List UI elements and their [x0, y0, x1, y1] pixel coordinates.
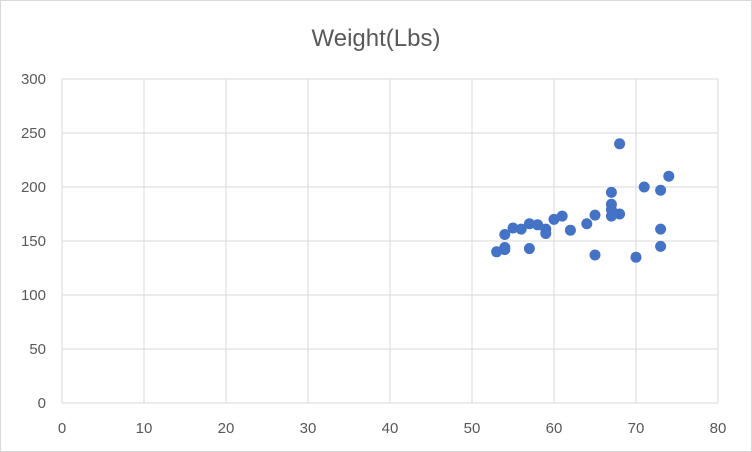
data-point-0-5 — [515, 223, 527, 235]
data-point-0-28 — [663, 170, 675, 182]
data-point-0-16 — [589, 249, 601, 261]
data-point-0-13 — [564, 224, 576, 236]
data-point-0-15 — [589, 209, 601, 221]
data-point-0-22 — [614, 138, 626, 150]
gridlines — [61, 78, 719, 404]
data-point-0-25 — [655, 184, 667, 196]
data-point-0-6 — [523, 218, 535, 230]
data-point-0-3 — [499, 229, 511, 241]
data-point-0-21 — [614, 208, 626, 220]
data-point-0-23 — [630, 251, 642, 263]
data-point-0-2 — [499, 244, 511, 256]
y-tick-label-250: 250 — [21, 125, 46, 142]
x-tick-label-0: 0 — [58, 420, 66, 437]
y-tick-label-200: 200 — [21, 179, 46, 196]
x-tick-label-30: 30 — [300, 420, 317, 437]
data-point-0-14 — [581, 218, 593, 230]
y-axis-tick-labels: 0 50 100 150 200 250 300 — [21, 71, 46, 412]
x-tick-label-20: 20 — [218, 420, 235, 437]
data-point-0-24 — [638, 181, 650, 193]
x-tick-label-80: 80 — [710, 420, 727, 437]
data-point-0-27 — [655, 240, 667, 252]
data-point-0-4 — [507, 222, 519, 234]
y-tick-label-100: 100 — [21, 287, 46, 304]
x-axis-tick-labels: 0 10 20 30 40 50 60 70 80 — [58, 420, 727, 437]
y-tick-label-50: 50 — [29, 341, 46, 358]
x-tick-label-10: 10 — [136, 420, 153, 437]
y-tick-label-0: 0 — [38, 395, 46, 412]
data-points — [491, 138, 675, 263]
data-point-0-26 — [655, 223, 667, 235]
y-tick-label-150: 150 — [21, 233, 46, 250]
data-point-0-10 — [540, 227, 552, 239]
x-tick-label-70: 70 — [628, 420, 645, 437]
y-tick-label-300: 300 — [21, 71, 46, 88]
x-tick-label-60: 60 — [546, 420, 563, 437]
x-tick-label-50: 50 — [464, 420, 481, 437]
chart-title: Weight(Lbs) — [312, 25, 441, 52]
data-point-0-8 — [532, 219, 544, 231]
data-point-0-7 — [523, 243, 535, 255]
data-point-0-12 — [556, 210, 568, 222]
data-point-0-17 — [605, 186, 617, 198]
x-tick-label-40: 40 — [382, 420, 399, 437]
